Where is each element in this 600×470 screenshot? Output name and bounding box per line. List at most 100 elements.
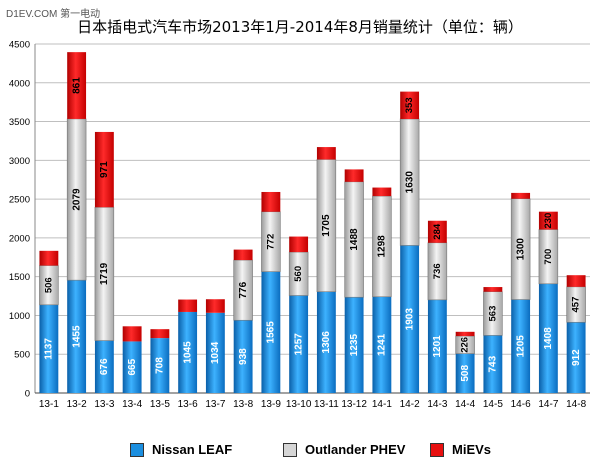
data-label: 1205: [515, 335, 526, 358]
y-tick-label: 3500: [9, 117, 30, 128]
bar-mievs: [427, 220, 447, 243]
y-tick-label: 1000: [9, 311, 30, 322]
legend-label: MiEVs: [452, 442, 492, 457]
bar-mievs: [289, 236, 309, 253]
bar-nissan-leaf: [372, 296, 392, 393]
bar-nissan-leaf: [344, 297, 364, 393]
bar-nissan-leaf: [483, 335, 503, 393]
x-tick-label: 13-7: [205, 399, 225, 410]
x-tick-label: 14-5: [483, 399, 503, 410]
data-label: 1565: [266, 321, 277, 344]
x-tick-label: 14-4: [455, 399, 475, 410]
x-tick-label: 14-3: [427, 399, 447, 410]
bar-nissan-leaf: [67, 280, 87, 393]
bar-mievs: [316, 147, 336, 160]
y-tick-label: 2500: [9, 195, 30, 206]
y-tick-label: 3000: [9, 156, 30, 167]
data-label: 1045: [182, 341, 193, 364]
data-label: 1034: [210, 341, 221, 364]
y-tick-label: 500: [14, 350, 30, 361]
data-label: 506: [43, 277, 54, 293]
data-label: 1201: [432, 335, 443, 358]
bar-nissan-leaf: [94, 340, 114, 393]
data-label: 971: [99, 161, 110, 178]
bar-mievs: [344, 169, 364, 182]
data-label: 861: [71, 77, 82, 94]
data-label: 676: [99, 358, 110, 375]
data-label: 1630: [404, 171, 415, 194]
x-tick-label: 13-10: [286, 399, 312, 410]
y-tick-label: 0: [25, 389, 30, 400]
bar-nissan-leaf: [289, 295, 309, 393]
data-label: 1137: [44, 338, 55, 360]
legend-swatch: [283, 442, 297, 457]
x-tick-label: 13-8: [233, 399, 253, 410]
x-tick-label: 13-4: [122, 399, 142, 410]
data-label: 700: [543, 249, 554, 265]
bar-mievs: [122, 326, 142, 342]
x-tick-label: 14-1: [372, 399, 392, 410]
data-label: 284: [432, 223, 443, 240]
bar-nissan-leaf: [566, 322, 586, 393]
data-label: 457: [571, 297, 582, 313]
x-tick-label: 14-2: [400, 399, 420, 410]
data-label: 938: [238, 348, 249, 365]
y-tick-label: 1500: [9, 272, 30, 283]
data-label: 912: [571, 349, 582, 366]
x-tick-label: 14-6: [511, 399, 531, 410]
bar-mievs: [39, 250, 59, 266]
bar-nissan-leaf: [122, 341, 142, 393]
bar-nissan-leaf: [233, 320, 253, 393]
x-tick-label: 13-6: [178, 399, 198, 410]
bar-nissan-leaf: [150, 338, 170, 393]
bar-mievs: [566, 275, 586, 287]
bar-mievs: [178, 299, 198, 312]
data-label: 1298: [377, 235, 388, 258]
data-label: 563: [487, 306, 498, 322]
bar-nissan-leaf: [178, 311, 198, 393]
data-label: 1719: [99, 262, 110, 285]
bar-nissan-leaf: [538, 283, 558, 393]
bar-mievs: [400, 91, 420, 119]
y-tick-label: 4000: [9, 78, 30, 89]
bar-mievs: [372, 187, 392, 197]
data-label: 1241: [377, 333, 388, 356]
bar-mievs: [261, 191, 281, 212]
bar-nissan-leaf: [39, 304, 59, 393]
bar-mievs: [150, 329, 170, 339]
y-tick-label: 2000: [9, 233, 30, 244]
bar-nissan-leaf: [455, 353, 475, 393]
data-label: 1488: [349, 228, 360, 251]
bar-nissan-leaf: [400, 245, 420, 393]
legend-label: Outlander PHEV: [305, 442, 406, 457]
data-label: 1306: [321, 331, 332, 354]
x-tick-label: 13-5: [150, 399, 170, 410]
data-label: 1300: [515, 238, 526, 261]
x-tick-label: 14-8: [566, 399, 586, 410]
bar-nissan-leaf: [205, 312, 225, 393]
data-label: 1903: [404, 308, 415, 331]
legend-item: Outlander PHEV: [283, 442, 405, 457]
data-label: 1705: [321, 214, 332, 237]
data-label: 736: [432, 263, 443, 279]
bar-mievs: [205, 299, 225, 313]
bar-mievs: [455, 331, 475, 337]
data-label: 560: [293, 266, 304, 282]
bar-nissan-leaf: [316, 291, 336, 393]
bar-mievs: [511, 192, 531, 199]
data-label: 230: [543, 213, 554, 229]
data-label: 743: [488, 355, 499, 372]
data-label: 1455: [71, 325, 82, 348]
legend-item: MiEVs: [430, 442, 491, 457]
legend-swatch: [430, 442, 444, 457]
x-tick-label: 13-12: [341, 399, 367, 410]
data-label: 226: [460, 337, 471, 353]
legend: Nissan LEAF Outlander PHEV MiEVs: [0, 442, 600, 464]
data-label: 776: [238, 281, 249, 298]
data-label: 708: [155, 357, 166, 374]
x-tick-label: 14-7: [538, 399, 558, 410]
x-tick-label: 13-1: [39, 399, 59, 410]
legend-item: Nissan LEAF: [130, 442, 232, 457]
bar-mievs: [538, 211, 558, 230]
bar-nissan-leaf: [427, 299, 447, 393]
